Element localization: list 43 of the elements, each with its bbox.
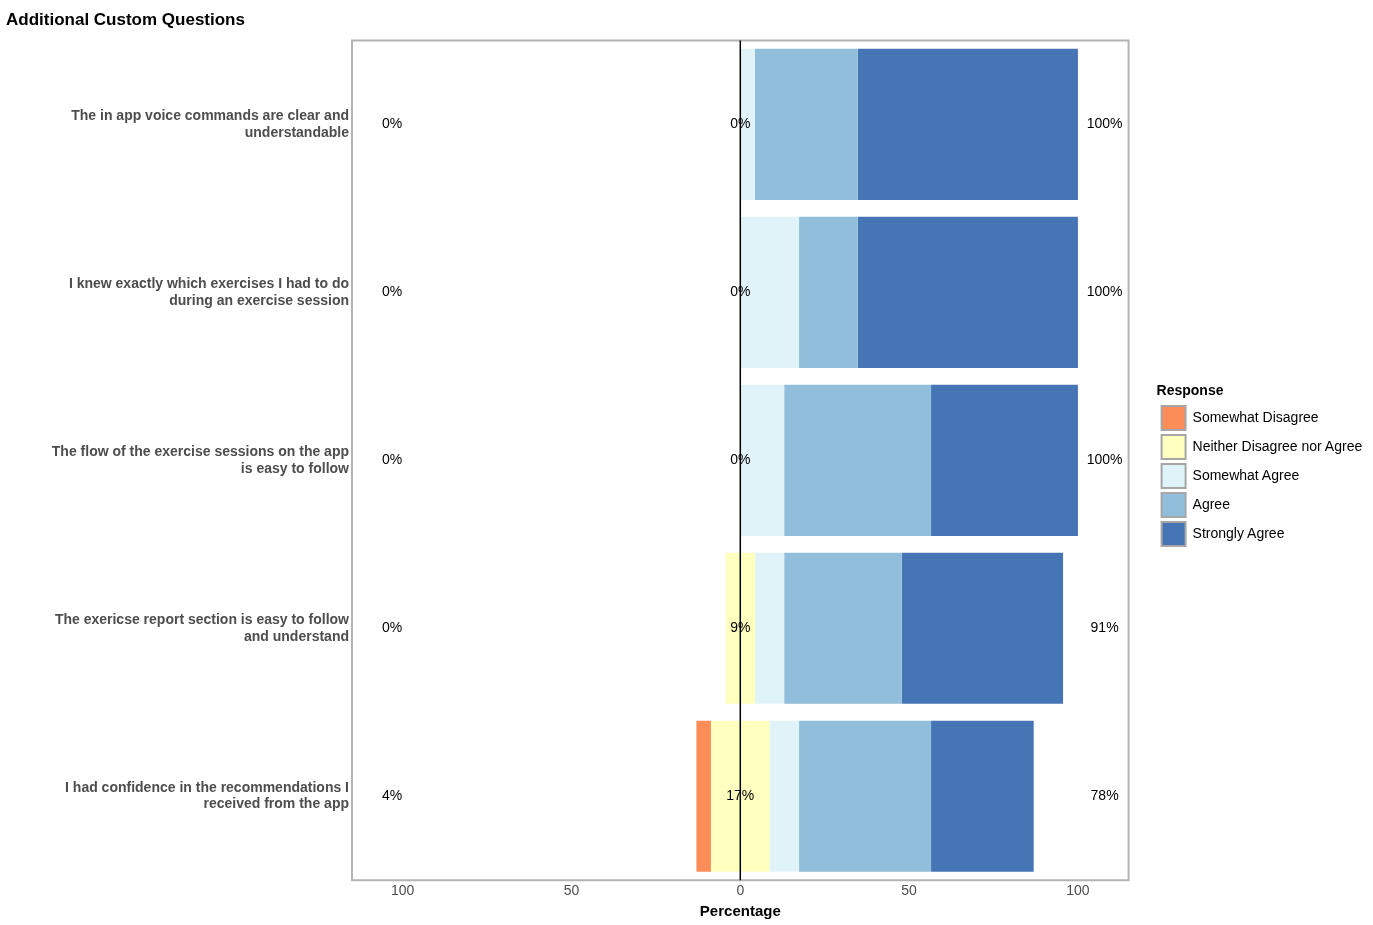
bar	[725, 552, 756, 704]
annotation: 100%	[1086, 451, 1123, 468]
y-tick-label: The flow of the exercise sessions on the app is easy to follow	[51, 442, 350, 476]
y-tick-label: I had confidence in the recommendations I received from the app	[65, 778, 349, 812]
y-tick-label: I knew exactly which exercises I had to do during an exercise session	[68, 274, 349, 308]
legend-label: Neither Disagree nor Agree	[1192, 437, 1363, 454]
x-tick-label: 50	[901, 882, 918, 899]
bar	[857, 216, 1078, 368]
x-axis-title: Percentage	[699, 902, 781, 920]
bar	[931, 384, 1078, 536]
annotation: 0%	[381, 451, 403, 468]
annotation: 91%	[1090, 619, 1119, 636]
legend-label: Somewhat Disagree	[1192, 408, 1319, 425]
bar	[696, 720, 711, 872]
bar	[754, 48, 858, 200]
x-tick-label: 50	[563, 882, 580, 899]
bar	[784, 552, 902, 704]
x-tick-label: 100	[1066, 882, 1090, 899]
bar	[799, 216, 858, 368]
bar	[931, 720, 1034, 872]
bar	[799, 720, 932, 872]
annotation: 4%	[381, 787, 403, 804]
legend-label: Strongly Agree	[1192, 524, 1285, 541]
x-tick-label: 100	[390, 882, 415, 899]
y-tick-label: The exericse report section is easy to follow and understand	[54, 610, 350, 644]
y-tick-label: The in app voice commands are clear and understandable	[71, 106, 350, 140]
annotation: 0%	[381, 283, 403, 300]
annotation: 0%	[381, 115, 403, 132]
x-tick-label: 0	[736, 882, 745, 899]
legend-label: Agree	[1192, 495, 1231, 512]
text: Additional Custom Questions	[6, 9, 245, 29]
annotation: 78%	[1090, 787, 1119, 804]
bar	[784, 384, 932, 536]
annotation: 100%	[1086, 115, 1123, 132]
bar	[901, 552, 1064, 704]
legend-label: Somewhat Agree	[1192, 466, 1300, 483]
annotation: 0%	[381, 619, 403, 636]
bar	[710, 720, 770, 872]
legend-title: Response	[1156, 381, 1224, 398]
bar	[754, 552, 785, 704]
bar	[769, 720, 800, 872]
bar	[857, 48, 1078, 200]
annotation: 100%	[1086, 283, 1123, 300]
